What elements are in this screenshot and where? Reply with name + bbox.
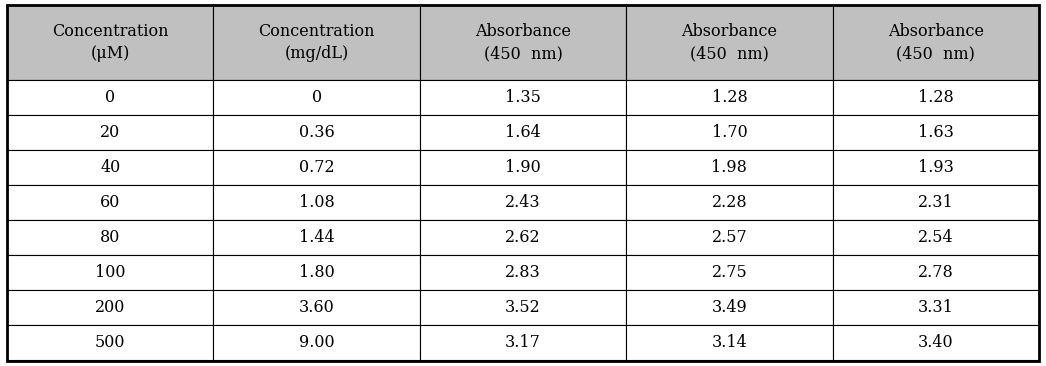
Bar bbox=[7, 290, 213, 325]
Bar bbox=[213, 80, 419, 115]
Text: 500: 500 bbox=[95, 334, 126, 351]
Bar bbox=[7, 185, 213, 220]
Text: 0.72: 0.72 bbox=[299, 159, 335, 176]
Text: 60: 60 bbox=[100, 194, 120, 211]
Text: 1.28: 1.28 bbox=[918, 89, 954, 106]
Bar bbox=[627, 290, 833, 325]
Text: 2.28: 2.28 bbox=[711, 194, 747, 211]
Text: 2.57: 2.57 bbox=[711, 229, 747, 246]
Text: 0: 0 bbox=[106, 89, 115, 106]
Bar bbox=[833, 5, 1039, 80]
Bar bbox=[213, 220, 419, 255]
Text: 0.36: 0.36 bbox=[299, 124, 335, 141]
Bar bbox=[833, 185, 1039, 220]
Bar bbox=[833, 255, 1039, 290]
Text: 1.08: 1.08 bbox=[299, 194, 335, 211]
Bar bbox=[627, 185, 833, 220]
Bar bbox=[213, 325, 419, 360]
Text: 3.17: 3.17 bbox=[505, 334, 541, 351]
Bar bbox=[627, 325, 833, 360]
Text: 200: 200 bbox=[95, 299, 126, 316]
Text: 2.43: 2.43 bbox=[505, 194, 541, 211]
Bar bbox=[213, 115, 419, 150]
Bar bbox=[419, 255, 627, 290]
Bar bbox=[7, 115, 213, 150]
Bar bbox=[213, 290, 419, 325]
Bar bbox=[627, 150, 833, 185]
Text: 40: 40 bbox=[100, 159, 120, 176]
Text: 1.90: 1.90 bbox=[505, 159, 541, 176]
Text: 1.28: 1.28 bbox=[711, 89, 747, 106]
Bar bbox=[419, 220, 627, 255]
Text: 3.31: 3.31 bbox=[917, 299, 954, 316]
Text: 2.78: 2.78 bbox=[918, 264, 954, 281]
Bar bbox=[7, 5, 213, 80]
Bar bbox=[7, 325, 213, 360]
Text: 3.40: 3.40 bbox=[918, 334, 954, 351]
Bar bbox=[833, 220, 1039, 255]
Text: 0: 0 bbox=[312, 89, 322, 106]
Bar bbox=[7, 220, 213, 255]
Bar bbox=[627, 220, 833, 255]
Bar bbox=[213, 150, 419, 185]
Text: 1.93: 1.93 bbox=[917, 159, 954, 176]
Text: Concentration
(mg/dL): Concentration (mg/dL) bbox=[258, 23, 374, 62]
Text: 1.80: 1.80 bbox=[299, 264, 335, 281]
Bar bbox=[419, 5, 627, 80]
Bar bbox=[627, 5, 833, 80]
Bar bbox=[7, 80, 213, 115]
Text: 9.00: 9.00 bbox=[299, 334, 335, 351]
Text: 1.98: 1.98 bbox=[711, 159, 747, 176]
Text: Absorbance
(450  nm): Absorbance (450 nm) bbox=[475, 23, 571, 62]
Bar bbox=[213, 5, 419, 80]
Bar bbox=[627, 255, 833, 290]
Bar bbox=[419, 80, 627, 115]
Text: 1.35: 1.35 bbox=[505, 89, 541, 106]
Text: 2.83: 2.83 bbox=[505, 264, 541, 281]
Bar bbox=[419, 325, 627, 360]
Bar bbox=[419, 150, 627, 185]
Text: 1.64: 1.64 bbox=[505, 124, 541, 141]
Text: 2.54: 2.54 bbox=[918, 229, 954, 246]
Text: 2.62: 2.62 bbox=[505, 229, 541, 246]
Bar bbox=[833, 80, 1039, 115]
Text: 20: 20 bbox=[100, 124, 120, 141]
Text: 2.75: 2.75 bbox=[711, 264, 747, 281]
Bar bbox=[419, 290, 627, 325]
Text: 1.70: 1.70 bbox=[711, 124, 747, 141]
Bar bbox=[419, 185, 627, 220]
Bar bbox=[833, 115, 1039, 150]
Text: 80: 80 bbox=[100, 229, 120, 246]
Text: 3.14: 3.14 bbox=[711, 334, 747, 351]
Bar bbox=[213, 255, 419, 290]
Bar bbox=[213, 185, 419, 220]
Text: 1.63: 1.63 bbox=[917, 124, 954, 141]
Text: Absorbance
(450  nm): Absorbance (450 nm) bbox=[681, 23, 777, 62]
Text: Absorbance
(450  nm): Absorbance (450 nm) bbox=[888, 23, 984, 62]
Bar bbox=[833, 150, 1039, 185]
Text: Concentration
(μM): Concentration (μM) bbox=[52, 23, 168, 62]
Bar bbox=[627, 80, 833, 115]
Text: 1.44: 1.44 bbox=[299, 229, 335, 246]
Bar bbox=[419, 115, 627, 150]
Bar bbox=[833, 290, 1039, 325]
Bar bbox=[833, 325, 1039, 360]
Text: 3.60: 3.60 bbox=[299, 299, 335, 316]
Text: 100: 100 bbox=[95, 264, 126, 281]
Text: 3.52: 3.52 bbox=[505, 299, 541, 316]
Text: 2.31: 2.31 bbox=[918, 194, 954, 211]
Bar bbox=[627, 115, 833, 150]
Bar bbox=[7, 150, 213, 185]
Text: 3.49: 3.49 bbox=[711, 299, 747, 316]
Bar bbox=[7, 255, 213, 290]
